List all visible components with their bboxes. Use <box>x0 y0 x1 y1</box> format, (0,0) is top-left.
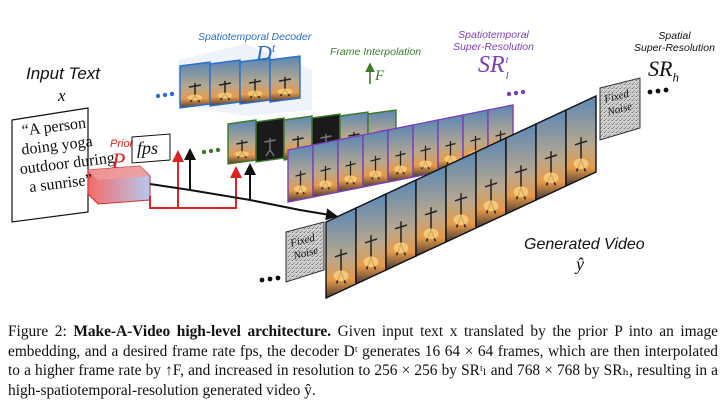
srl-frame <box>362 129 389 188</box>
caption-text: Given input text x translated by the pri… <box>8 323 718 399</box>
prior-symbol: P <box>112 148 126 173</box>
architecture-diagram <box>11 44 669 300</box>
decoder-stack <box>178 44 312 116</box>
decoder-frame <box>209 59 241 107</box>
fps-arrows <box>149 148 338 221</box>
srl-stack <box>287 104 514 203</box>
srh-symbol: SRh <box>648 56 679 85</box>
decoder-frame <box>269 55 301 103</box>
prior-arrows <box>149 150 242 209</box>
fixed-noise-right <box>599 77 641 141</box>
decoder-frame <box>179 61 211 109</box>
srl-frame <box>337 134 364 193</box>
srh-frame <box>355 192 387 286</box>
srh-frame <box>535 108 567 202</box>
srl-frame <box>412 119 439 178</box>
figure-caption: Figure 2: Make-A-Video high-level archit… <box>8 322 718 400</box>
generated-title: Generated Video <box>524 236 645 253</box>
srh-frame <box>325 206 357 300</box>
srh-frame <box>505 122 537 216</box>
decoder-symbol: Dt <box>256 40 276 66</box>
input-var: x <box>58 86 66 105</box>
input-text-label: Input Text <box>26 64 101 83</box>
caption-fig-num: Figure 2: <box>8 323 67 340</box>
srh-frame <box>385 178 417 272</box>
srh-frame <box>565 94 597 188</box>
srl-frame <box>387 124 414 183</box>
interp-title: Frame Interpolation <box>330 46 422 58</box>
srl-title: Spatiotemporal Super-Resolution <box>453 29 534 53</box>
prompt-text: “A person doing yoga outdoor during a su… <box>18 114 116 197</box>
interp-frame <box>255 117 285 163</box>
srh-frame <box>475 136 507 230</box>
srl-symbol: SR t l <box>478 52 509 82</box>
fixed-noise-left <box>285 221 325 283</box>
srl-frame <box>312 139 339 198</box>
interp-symbol: F <box>375 68 385 84</box>
interp-frame <box>227 119 257 165</box>
caption-title: Make-A-Video high-level architecture. <box>73 323 332 340</box>
srl-frame <box>437 114 464 173</box>
fps-label: fps <box>137 138 159 158</box>
generated-symbol: ŷ <box>576 254 584 274</box>
prior-label: Prior <box>110 138 134 150</box>
srh-frame <box>415 164 447 258</box>
decoder-title: Spatiotemporal Decoder <box>198 31 312 43</box>
ellipsis-dots <box>155 87 669 283</box>
fps-box <box>131 133 171 164</box>
prior-block <box>87 165 151 205</box>
srl-frame <box>287 144 314 203</box>
srh-title: Spatial Super-Resolution <box>634 30 715 54</box>
input-text-box <box>11 107 89 223</box>
srh-stack <box>325 94 597 300</box>
srh-frame <box>445 150 477 244</box>
